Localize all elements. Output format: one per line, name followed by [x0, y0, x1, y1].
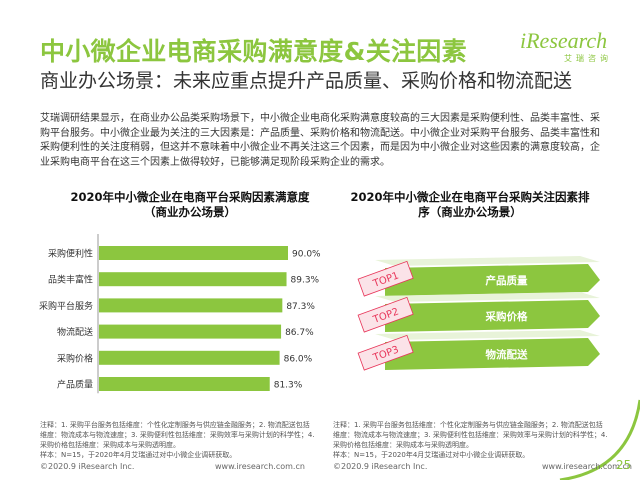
ribbon-label: 物流配送 [486, 348, 528, 361]
bar-category-label: 产品质量 [57, 379, 93, 391]
page-number: 25 [616, 458, 632, 472]
bar-category-label: 采购平台服务 [39, 300, 93, 312]
bar-category-label: 品类丰富性 [48, 274, 93, 286]
footer-url-right[interactable]: www.iresearch.com.cn [542, 462, 632, 471]
ribbon-back-band [375, 256, 600, 266]
bar-0 [99, 246, 288, 260]
footer-copyright-right: ©2020.9 iResearch Inc. [333, 462, 428, 471]
page-title: 中小微企业电商采购满意度&关注因素 [40, 37, 467, 66]
left-chart-note: 注释：1. 采购平台服务包括维度：个性化定制服务与供应链金融服务；2. 物流配送… [40, 421, 315, 459]
logo-cn-text: 艾瑞咨询 [564, 54, 612, 63]
rank-tag-2: TOP3 [357, 334, 414, 371]
bar-value-label: 89.3% [291, 276, 320, 286]
intro-paragraph: 艾瑞调研结果显示，在商业办公品类采购场景下，中小微企业电商化采购满意度较高的三大… [40, 113, 600, 168]
right-chart-note: 注释：1. 采购平台服务包括维度：个性化定制服务与供应链金融服务；2. 物流配送… [333, 421, 608, 459]
bar-1 [99, 272, 287, 287]
ribbon-1 [385, 300, 600, 332]
rank-tag-box [357, 296, 414, 333]
rank-tag-box [357, 334, 414, 371]
logo-text: iResearch [520, 28, 608, 53]
ribbon-back-band [375, 292, 600, 302]
bar-category-label: 物流配送 [57, 326, 93, 338]
ranking-chart-title: 2020年中小微企业在电商平台采购关注因素排序（商业办公场景） [350, 190, 590, 219]
footer-url-left[interactable]: www.iresearch.com.cn [215, 462, 305, 471]
bar-5 [99, 377, 270, 391]
bar-category-label: 采购便利性 [48, 248, 93, 260]
bar-value-label: 81.3% [274, 381, 303, 391]
ribbon-2 [385, 338, 600, 370]
rank-tag-box [357, 260, 414, 297]
ribbon-label: 采购价格 [485, 310, 528, 323]
bar-2 [99, 298, 283, 313]
bar-value-label: 90.0% [292, 250, 321, 260]
bar-4 [99, 350, 280, 365]
rank-tag-1: TOP2 [357, 296, 414, 333]
footer-copyright-left: ©2020.9 iResearch Inc. [40, 462, 135, 471]
bar-3 [99, 324, 282, 339]
bar-category-label: 采购价格 [57, 352, 93, 364]
bar-value-label: 86.0% [284, 354, 313, 364]
ribbon-0 [385, 264, 600, 296]
satisfaction-chart-title: 2020年中小微企业在电商平台采购因素满意度（商业办公场景） [70, 190, 310, 219]
iresearch-logo: iResearch 艾瑞咨询 [520, 28, 612, 63]
corner-decor-curve [559, 399, 640, 480]
page-subtitle: 商业办公场景：未来应重点提升产品质量、采购价格和物流配送 [40, 70, 573, 92]
ribbon-label: 产品质量 [486, 274, 528, 287]
bar-value-label: 86.7% [285, 328, 314, 338]
rank-tag-0: TOP1 [357, 260, 414, 297]
ribbon-back-band [375, 330, 600, 340]
bar-value-label: 87.3% [286, 302, 315, 312]
